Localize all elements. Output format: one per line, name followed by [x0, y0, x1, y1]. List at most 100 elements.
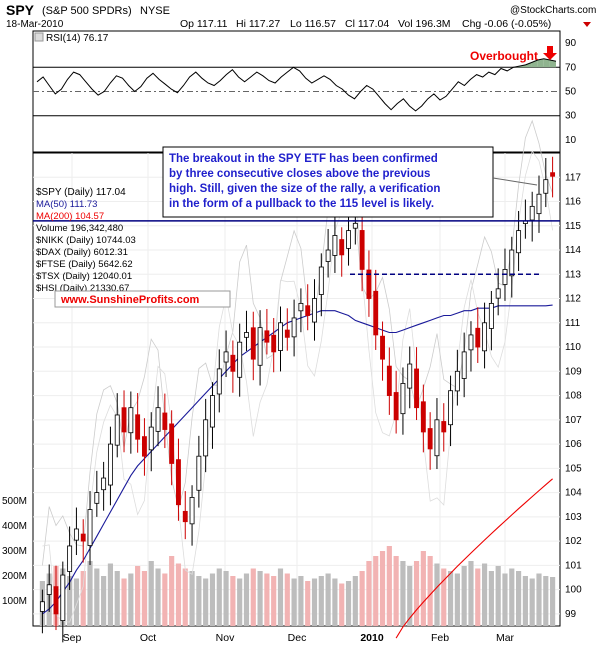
volume-tick-label: 100M: [2, 596, 27, 607]
rsi-tick-label: 10: [565, 135, 577, 146]
candle-body: [495, 288, 501, 299]
volume-tick-label: 500M: [2, 496, 27, 507]
price-tick-label: 99: [565, 609, 577, 620]
price-tick-label: 100: [565, 585, 582, 596]
header-symbol: SPY: [6, 2, 35, 18]
rsi-overbought-area: [537, 58, 544, 68]
volume-bar: [550, 577, 556, 626]
volume-bar: [298, 576, 304, 626]
rsi-tick-label: 70: [565, 62, 577, 73]
legend-ma50: MA(50) 111.73: [36, 199, 97, 210]
volume-bar: [101, 576, 107, 626]
annotation-line-3: high. Still, given the size of the rally…: [169, 183, 440, 195]
volume-bar: [264, 573, 270, 626]
volume-bar: [522, 576, 528, 626]
volume-bar: [230, 576, 236, 626]
volume-bar: [155, 568, 161, 626]
annotation-line-1: The breakout in the SPY ETF has been con…: [169, 153, 438, 165]
rsi-tick-label: 50: [565, 87, 577, 98]
candle-body: [400, 383, 406, 415]
x-axis-label: Oct: [140, 632, 156, 644]
legend-ftse: $FTSE (Daily) 5642.62: [36, 259, 133, 270]
annotation-pointer: [492, 177, 538, 186]
candle-body: [189, 497, 195, 525]
price-tick-label: 102: [565, 536, 582, 547]
candle-body: [107, 443, 113, 486]
volume-bar: [80, 571, 86, 626]
volume-bar: [189, 571, 195, 626]
candle-body: [291, 317, 297, 338]
header-source: @StockCharts.com: [510, 5, 596, 16]
volume-bar: [148, 561, 154, 626]
volume-bar: [447, 571, 454, 626]
volume-bar: [203, 578, 209, 626]
volume-bar: [209, 573, 216, 626]
price-tick-label: 110: [565, 342, 581, 353]
candle-body: [339, 239, 345, 256]
candle-body: [502, 269, 508, 285]
x-axis-label: Nov: [216, 632, 235, 644]
candle-body: [135, 414, 141, 440]
candle-body: [271, 334, 277, 353]
x-axis-label: 2010: [360, 632, 384, 644]
down-arrow-icon: [583, 22, 591, 27]
header-exchange: NYSE: [140, 5, 170, 17]
header-name: (S&P 500 SPDRs): [42, 5, 132, 17]
price-tick-label: 113: [565, 269, 581, 280]
volume-bar: [495, 566, 501, 626]
legend-dax: $DAX (Daily) 6012.31: [36, 247, 128, 258]
candle-body: [176, 459, 181, 506]
price-tick-label: 103: [565, 512, 582, 523]
overbought-label: Overbought: [470, 49, 538, 63]
price-tick-label: 117: [565, 172, 581, 183]
candle-body: [536, 193, 542, 215]
volume-tick-labels: 500M 400M 300M 200M 100M: [2, 496, 27, 607]
volume-bar: [516, 571, 522, 626]
overbought-arrow-icon: [543, 46, 557, 60]
volume-bar: [271, 576, 277, 626]
rsi-menu-icon[interactable]: [34, 32, 44, 42]
legend-spy: $SPY (Daily) 117.04: [36, 187, 126, 198]
candle-body: [46, 584, 52, 595]
candle-body: [284, 329, 290, 338]
volume-bar: [162, 573, 168, 626]
price-tick-label: 115: [565, 221, 581, 232]
candle-body: [420, 401, 426, 433]
volume-bar: [386, 546, 392, 626]
volume-bar: [468, 561, 474, 626]
candle-body: [475, 327, 481, 348]
candle-body: [210, 395, 215, 428]
volume-tick-label: 200M: [2, 571, 27, 582]
header-hi: Hi 117.27: [236, 18, 280, 30]
candle-body: [325, 249, 331, 262]
volume-bar: [413, 561, 420, 626]
ma50-line: [42, 304, 553, 615]
price-tick-label: 116: [565, 197, 581, 208]
candle-body: [141, 436, 147, 457]
candle-body: [73, 528, 79, 541]
rsi-tick-label: 30: [565, 111, 577, 122]
volume-bar: [87, 561, 93, 626]
candle-body: [101, 477, 107, 491]
volume-bar: [128, 573, 134, 626]
candle-body: [454, 370, 460, 392]
candle-body: [53, 586, 59, 615]
candle-body: [128, 407, 134, 434]
rsi-overbought-area: [525, 62, 532, 68]
volume-bar: [223, 571, 229, 626]
candle-body: [318, 266, 324, 295]
legend-hsi: $HSI (Daily) 21330.67: [36, 283, 129, 294]
volume-bar: [169, 556, 175, 626]
price-tick-label: 106: [565, 439, 582, 450]
candle-body: [155, 407, 161, 432]
rsi-tick-labels: 90 70 50 30 10: [565, 38, 577, 146]
legend-nikk: $NIKK (Daily) 10744.03: [36, 235, 136, 246]
rsi-line: [36, 58, 557, 112]
volume-bar: [182, 568, 188, 626]
price-tick-labels: 117 116 115 114 113 112 111 110 109 108 107 106 105 1…: [565, 172, 582, 620]
volume-bar: [94, 568, 100, 626]
x-axis-labels: Sep Oct Nov Dec 2010 Feb Mar: [63, 632, 515, 644]
candle-body: [250, 327, 256, 360]
candle-body: [543, 179, 549, 194]
